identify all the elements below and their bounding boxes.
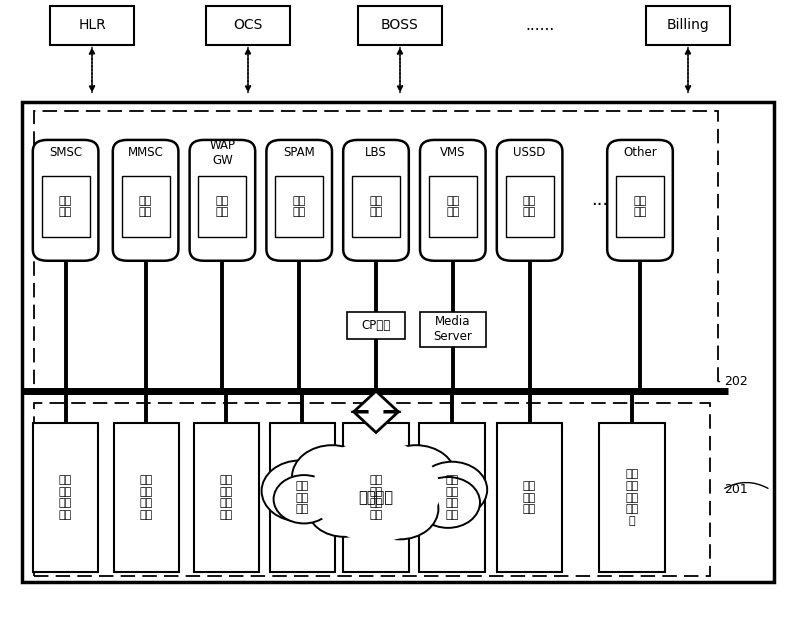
Circle shape <box>262 460 338 522</box>
Bar <box>33 423 98 572</box>
Bar <box>352 177 400 237</box>
Text: 统一
计费
管理
单元: 统一 计费 管理 单元 <box>446 475 458 520</box>
Bar <box>34 111 718 391</box>
Bar <box>420 312 486 347</box>
Text: 外部网络: 外部网络 <box>358 490 394 505</box>
Text: Billing: Billing <box>666 18 710 32</box>
Text: ......: ...... <box>526 18 554 33</box>
Bar <box>194 423 259 572</box>
Text: 业务
处理: 业务 处理 <box>59 196 72 218</box>
Text: Media
Server: Media Server <box>434 315 472 343</box>
Bar <box>343 423 409 572</box>
Text: 业务
处理: 业务 处理 <box>523 196 536 218</box>
Bar <box>599 423 665 572</box>
Bar <box>275 177 323 237</box>
Text: HLR: HLR <box>78 18 106 32</box>
Bar <box>206 6 290 45</box>
Text: USSD: USSD <box>514 146 546 159</box>
Bar <box>429 177 477 237</box>
Text: VMS: VMS <box>440 146 466 159</box>
Circle shape <box>312 440 440 542</box>
Circle shape <box>274 475 334 523</box>
FancyBboxPatch shape <box>607 140 673 261</box>
FancyBboxPatch shape <box>343 140 409 261</box>
FancyBboxPatch shape <box>266 140 332 261</box>
Polygon shape <box>354 391 398 432</box>
Text: SMSC: SMSC <box>49 146 82 159</box>
Bar <box>347 312 405 339</box>
Text: 统一
用户
门户
单元: 统一 用户 门户 单元 <box>220 475 233 520</box>
Bar <box>497 423 562 572</box>
Text: 业务
处理: 业务 处理 <box>139 196 152 218</box>
Bar <box>616 177 664 237</box>
Text: CP门户: CP门户 <box>362 319 390 332</box>
Text: 业务
处理: 业务 处理 <box>634 196 646 218</box>
Bar <box>34 403 710 576</box>
Text: 统一
操作
维护
单元: 统一 操作 维护 单元 <box>59 475 72 520</box>
Bar <box>198 177 246 237</box>
FancyBboxPatch shape <box>190 140 255 261</box>
Text: BOSS: BOSS <box>381 18 419 32</box>
Bar <box>506 177 554 237</box>
Circle shape <box>416 477 480 528</box>
Bar <box>270 423 335 572</box>
Text: 统合
接口
单元: 统合 接口 单元 <box>523 481 536 515</box>
Text: WAP
GW: WAP GW <box>210 139 235 167</box>
Bar <box>50 6 134 45</box>
Text: 统一
用户
管理
单元: 统一 用户 管理 单元 <box>140 475 153 520</box>
Bar <box>122 177 170 237</box>
Text: 统一
信令
前置
机单
元: 统一 信令 前置 机单 元 <box>626 469 638 526</box>
FancyBboxPatch shape <box>420 140 486 261</box>
Text: 业务
处理: 业务 处理 <box>293 196 306 218</box>
FancyBboxPatch shape <box>497 140 562 261</box>
Text: 业务
处理: 业务 处理 <box>370 196 382 218</box>
Text: LBS: LBS <box>365 146 387 159</box>
Bar <box>646 6 730 45</box>
Text: 201: 201 <box>724 483 748 496</box>
Circle shape <box>292 445 372 509</box>
Text: Other: Other <box>623 146 657 159</box>
Circle shape <box>376 445 456 509</box>
Text: 业务
处理: 业务 处理 <box>216 196 229 218</box>
FancyBboxPatch shape <box>33 140 98 261</box>
Text: MMSC: MMSC <box>128 146 163 159</box>
Bar <box>114 423 179 572</box>
Text: OCS: OCS <box>234 18 262 32</box>
Bar <box>419 423 485 572</box>
Circle shape <box>417 462 487 518</box>
Bar <box>358 6 442 45</box>
Circle shape <box>307 478 381 537</box>
FancyBboxPatch shape <box>113 140 178 261</box>
Text: 202: 202 <box>724 375 748 388</box>
Text: ...: ... <box>591 191 609 209</box>
Circle shape <box>335 443 409 501</box>
Text: 统一
日志
报表
单元: 统一 日志 报表 单元 <box>370 475 382 520</box>
Bar <box>42 177 90 237</box>
Text: 业务
处理: 业务 处理 <box>446 196 459 218</box>
Circle shape <box>362 478 438 539</box>
Text: 统一
调度
单元: 统一 调度 单元 <box>296 481 309 515</box>
Text: SPAM: SPAM <box>283 146 315 159</box>
Bar <box>22 102 774 582</box>
